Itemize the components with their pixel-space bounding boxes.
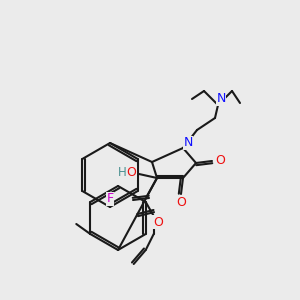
Text: H: H [118, 167, 126, 179]
Text: O: O [153, 215, 163, 229]
Text: O: O [126, 167, 136, 179]
Text: O: O [215, 154, 225, 166]
Text: N: N [216, 92, 226, 106]
Text: O: O [176, 196, 186, 208]
Text: F: F [106, 193, 114, 206]
Text: N: N [183, 136, 193, 149]
